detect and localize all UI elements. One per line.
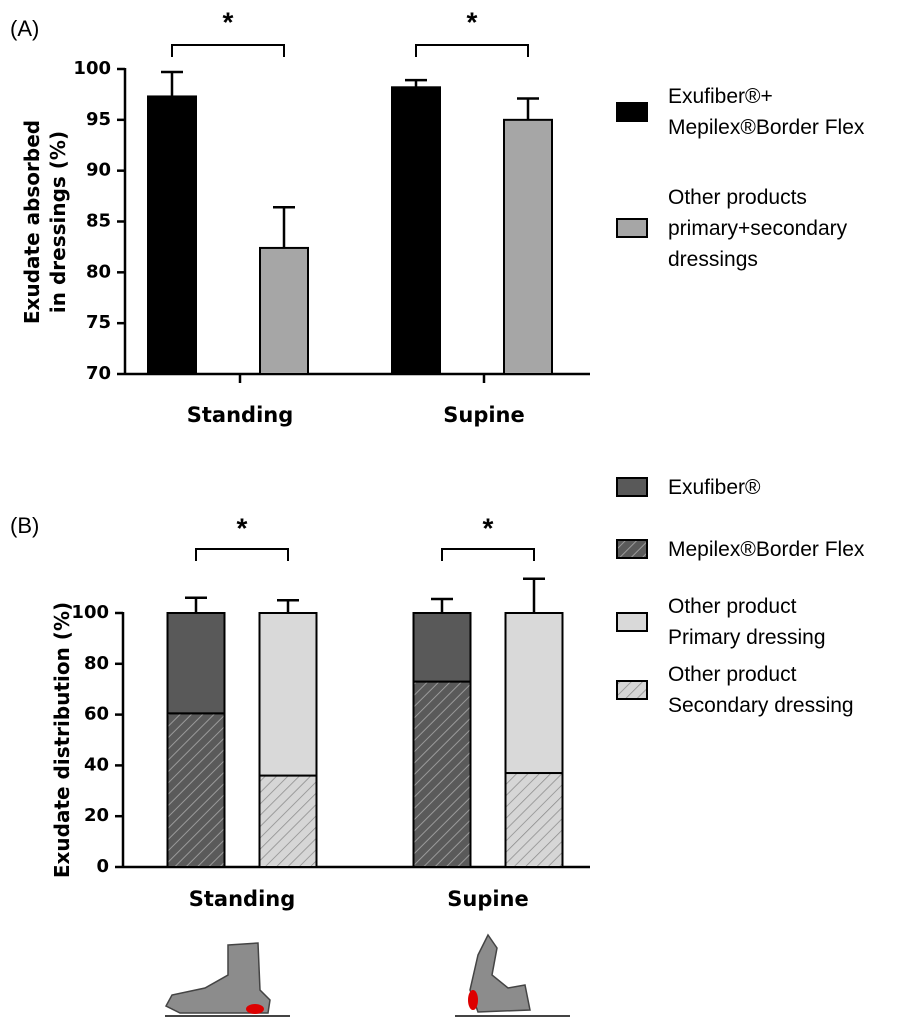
bar xyxy=(148,96,196,374)
bar-segment xyxy=(168,713,225,867)
foot-standing xyxy=(165,943,290,1016)
significance-bracket xyxy=(172,45,284,57)
legend-swatch xyxy=(617,681,647,699)
legend-label: Other product Secondary dressing xyxy=(668,640,921,740)
y-tick-label: 100 xyxy=(73,58,111,79)
significance-bracket xyxy=(442,549,534,561)
legend-label-box: Other product Secondary dressing xyxy=(668,640,921,740)
y-axis-label: Exudate absorbed in dressings (%) xyxy=(15,52,75,392)
error-bar xyxy=(523,579,545,613)
bar-segment xyxy=(506,773,563,867)
error-bar xyxy=(277,600,299,613)
x-tick-label: Standing xyxy=(187,403,294,427)
legend-label: Other products primary+secondary dressin… xyxy=(668,178,921,278)
x-tick-label: Supine xyxy=(447,887,529,911)
error-bar xyxy=(161,72,183,96)
y-tick-label: 80 xyxy=(86,261,111,282)
significance-star: * xyxy=(223,6,234,37)
legend-label-box: Other products primary+secondary dressin… xyxy=(668,178,921,278)
y-tick-label: 85 xyxy=(86,211,111,232)
y-tick-label: 0 xyxy=(96,856,109,877)
significance-star: * xyxy=(237,512,248,543)
legend-label-box: Exufiber®+ Mepilex®Border Flex xyxy=(668,62,921,162)
bar-segment xyxy=(168,613,225,713)
y-axis-label-box: Exudate absorbed in dressings (%) xyxy=(15,52,75,392)
error-bar xyxy=(517,98,539,119)
error-bar xyxy=(273,207,295,248)
y-tick-label: 100 xyxy=(71,602,109,623)
significance-star: * xyxy=(467,6,478,37)
error-bar xyxy=(431,599,453,613)
y-tick-label: 90 xyxy=(86,160,111,181)
bar-segment xyxy=(260,613,317,776)
panel-label: (B) xyxy=(10,513,39,538)
significance-star: * xyxy=(483,512,494,543)
bar-segment xyxy=(414,613,471,682)
y-tick-label: 40 xyxy=(84,754,109,775)
x-tick-label: Standing xyxy=(189,887,296,911)
legend-swatch xyxy=(617,219,647,237)
error-bar xyxy=(185,598,207,613)
y-tick-label: 60 xyxy=(84,704,109,725)
y-tick-label: 75 xyxy=(86,312,111,333)
y-tick-label: 80 xyxy=(84,653,109,674)
foot-supine xyxy=(455,935,570,1016)
bar xyxy=(504,120,552,374)
x-tick-label: Supine xyxy=(443,403,525,427)
bar-segment xyxy=(506,613,563,773)
y-axis-label-group: Exudate absorbed in dressings (%) xyxy=(15,52,75,392)
legend-swatch xyxy=(617,613,647,631)
y-tick-label: 95 xyxy=(86,109,111,130)
significance-bracket xyxy=(196,549,288,561)
significance-bracket xyxy=(416,45,528,57)
legend-swatch xyxy=(617,540,647,558)
y-tick-label: 70 xyxy=(86,363,111,384)
figure: (A) Exudate absorbed in dressings (%) 70 75… xyxy=(0,0,921,1021)
bar-segment xyxy=(260,776,317,867)
error-bar xyxy=(405,80,427,87)
legend-swatch xyxy=(617,478,647,496)
bar-segment xyxy=(414,682,471,867)
y-tick-label: 20 xyxy=(84,805,109,826)
bar xyxy=(260,248,308,374)
legend-label: Exufiber®+ Mepilex®Border Flex xyxy=(668,62,921,162)
legend-swatch xyxy=(617,103,647,121)
panel-label: (A) xyxy=(10,16,39,41)
bar xyxy=(392,87,440,374)
